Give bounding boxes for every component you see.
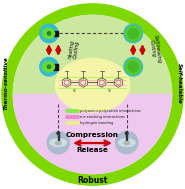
Text: Release: Release [77,147,108,153]
Circle shape [48,32,50,34]
Text: Cutting: Cutting [149,40,156,58]
Bar [53,31,58,36]
Circle shape [48,65,50,67]
Polygon shape [62,78,71,87]
Ellipse shape [43,28,55,39]
Circle shape [124,24,142,43]
Ellipse shape [56,142,61,145]
Ellipse shape [43,62,55,72]
Bar [126,133,127,141]
Circle shape [48,66,50,68]
Circle shape [125,26,141,41]
Text: Heating: Heating [68,39,76,59]
Circle shape [116,132,138,154]
Circle shape [48,33,50,35]
Bar [58,133,59,141]
Circle shape [48,66,51,68]
Ellipse shape [124,142,130,145]
Text: polyanion-polycation interactions: polyanion-polycation interactions [80,109,140,113]
Text: Cooling: Cooling [73,40,80,59]
Circle shape [47,65,50,68]
Polygon shape [79,78,88,87]
Circle shape [48,33,51,35]
Ellipse shape [118,139,135,146]
Ellipse shape [56,58,130,112]
Circle shape [128,28,138,39]
Text: Robust: Robust [77,176,108,185]
Circle shape [128,62,138,72]
Circle shape [47,32,50,34]
Text: π-π stacking interactions: π-π stacking interactions [80,115,124,119]
Text: NH: NH [108,89,112,93]
Circle shape [40,57,58,76]
Text: NH: NH [73,89,77,93]
Circle shape [124,57,142,76]
Text: Self-healing: Self-healing [153,34,162,64]
Circle shape [57,132,60,134]
Circle shape [125,59,141,75]
Ellipse shape [50,139,67,146]
Circle shape [40,24,58,43]
Text: Compression: Compression [66,132,119,138]
Polygon shape [97,78,106,87]
Text: Self-healable: Self-healable [176,63,181,104]
Wedge shape [14,94,171,174]
Circle shape [2,4,183,185]
Circle shape [125,132,128,134]
Circle shape [14,15,171,174]
Text: hydrogen bonding: hydrogen bonding [80,121,113,125]
Polygon shape [114,78,123,87]
Circle shape [47,132,69,154]
Text: Thermo-sensitive: Thermo-sensitive [4,57,9,110]
Bar [53,64,58,70]
Wedge shape [14,15,171,94]
